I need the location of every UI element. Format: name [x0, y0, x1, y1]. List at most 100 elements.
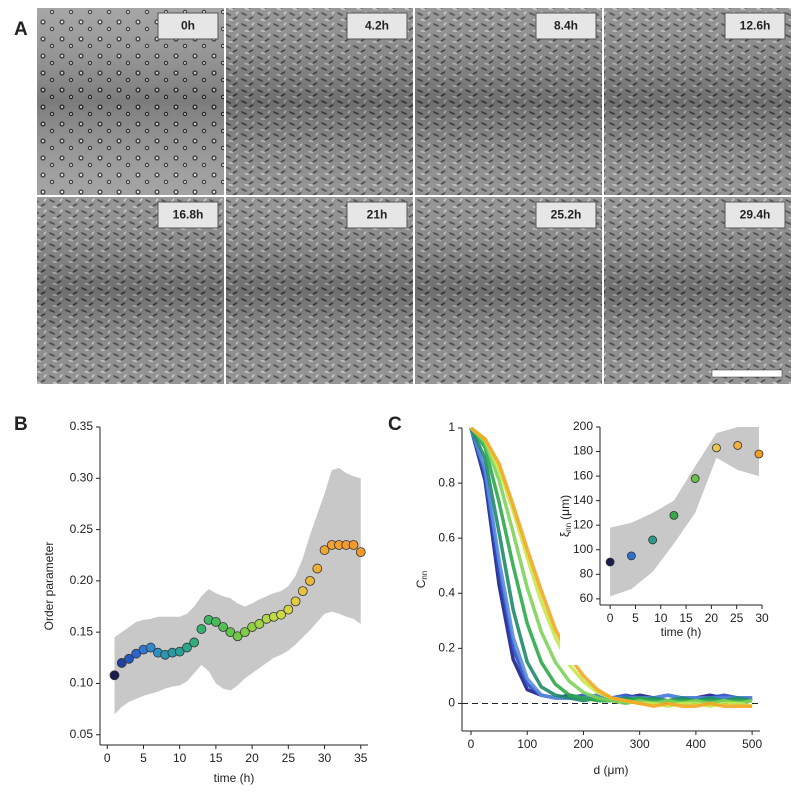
point [690, 474, 700, 483]
label-box [535, 12, 597, 40]
point [283, 604, 294, 615]
point [182, 642, 192, 653]
y-tick-label: 140 [573, 493, 593, 507]
y-label-symbol: ξ [558, 531, 572, 537]
x-axis-label: time (h) [661, 625, 702, 639]
point [218, 622, 229, 632]
y-tick-label: 0.10 [70, 676, 94, 690]
point [131, 648, 142, 659]
label-box [724, 201, 786, 229]
point [124, 653, 134, 664]
point [145, 642, 156, 653]
panel-label: C [388, 414, 402, 435]
band [610, 427, 759, 597]
time-label: 21h [367, 208, 388, 222]
x-tick-label: 200 [573, 737, 593, 751]
point [297, 586, 308, 597]
y-axis-label: Order parameter [42, 542, 56, 631]
x-tick-label: 0 [607, 611, 614, 625]
x-tick-label: 0 [468, 737, 475, 751]
scale-bar [711, 369, 783, 378]
point [276, 609, 286, 620]
x-tick-label: 20 [245, 751, 259, 765]
time-label: 4.2h [365, 19, 389, 33]
y-tick-label: 160 [573, 468, 593, 482]
y-label-sub: nn [420, 571, 429, 580]
x-tick-label: 300 [630, 737, 650, 751]
point [254, 619, 265, 629]
point [189, 637, 200, 648]
x-tick-label: 30 [318, 751, 332, 765]
x-tick-label: 25 [282, 751, 296, 765]
time-label: 12.6h [740, 19, 771, 33]
x-tick-label: 0 [104, 751, 111, 765]
x-tick-label: 15 [679, 611, 693, 625]
y-tick-label: 60 [580, 591, 594, 605]
time-label: 29.4h [740, 208, 771, 222]
point [754, 449, 764, 459]
x-tick-label: 100 [517, 737, 537, 751]
panel-label: A [14, 19, 28, 40]
x-tick-label: 30 [755, 611, 769, 625]
label-box [346, 201, 408, 229]
label-box [724, 12, 786, 40]
point [355, 547, 366, 558]
y-tick-label: 0 [448, 696, 455, 710]
x-tick-label: 10 [173, 751, 187, 765]
point [239, 627, 250, 638]
x-axis-label: time (h) [214, 771, 255, 785]
x-tick-label: 400 [686, 737, 706, 751]
y-tick-label: 100 [573, 542, 593, 556]
time-label: 16.8h [173, 208, 204, 222]
series-line [469, 426, 753, 708]
y-tick-label: 180 [573, 444, 593, 458]
label-box [535, 201, 597, 229]
point [109, 670, 120, 681]
x-tick-label: 5 [632, 611, 639, 625]
time-label: 25.2h [551, 208, 582, 222]
point [319, 545, 330, 555]
point [174, 646, 185, 657]
time-label: 0h [181, 19, 195, 33]
y-tick-label: 1 [448, 420, 455, 434]
label-box [157, 201, 219, 229]
y-tick-label: 0.8 [438, 475, 455, 489]
x-tick-label: 5 [140, 751, 147, 765]
x-tick-label: 15 [209, 751, 223, 765]
point [196, 624, 207, 634]
point [348, 540, 359, 550]
point [712, 443, 721, 453]
y-tick-label: 0.30 [70, 470, 94, 484]
label-box [157, 12, 219, 40]
x-axis-label: d (μm) [594, 763, 629, 777]
y-label-sub: nn [564, 523, 573, 532]
x-tick-label: 35 [354, 751, 368, 765]
y-tick-label: 0.05 [70, 727, 94, 741]
y-tick-label: 0.20 [70, 573, 94, 587]
y-axis-label: Cnn [414, 571, 429, 589]
y-label-symbol: C [414, 579, 428, 588]
point [626, 551, 636, 561]
y-tick-label: 0.2 [438, 641, 455, 655]
point [648, 535, 658, 545]
time-label: 8.4h [554, 19, 578, 33]
x-tick-label: 20 [705, 611, 719, 625]
y-tick-label: 80 [580, 566, 594, 580]
label-box [346, 12, 408, 40]
point [116, 658, 127, 668]
y-tick-label: 0.15 [70, 624, 94, 638]
y-label-unit: (μm) [558, 495, 572, 520]
x-tick-label: 25 [730, 611, 744, 625]
panel-label: B [14, 414, 28, 435]
y-tick-label: 0.4 [438, 585, 455, 599]
point [232, 631, 243, 642]
y-tick-label: 120 [573, 517, 593, 531]
micrograph-grid: 0h 4.2h 8.4h 12.6h 16.8h 21h 25.2h 29.4h [37, 8, 791, 384]
point [305, 575, 315, 586]
y-tick-label: 0.25 [70, 522, 94, 536]
point [210, 617, 221, 627]
x-tick-label: 500 [742, 737, 762, 751]
y-tick-label: 200 [573, 419, 593, 433]
point [669, 510, 679, 520]
